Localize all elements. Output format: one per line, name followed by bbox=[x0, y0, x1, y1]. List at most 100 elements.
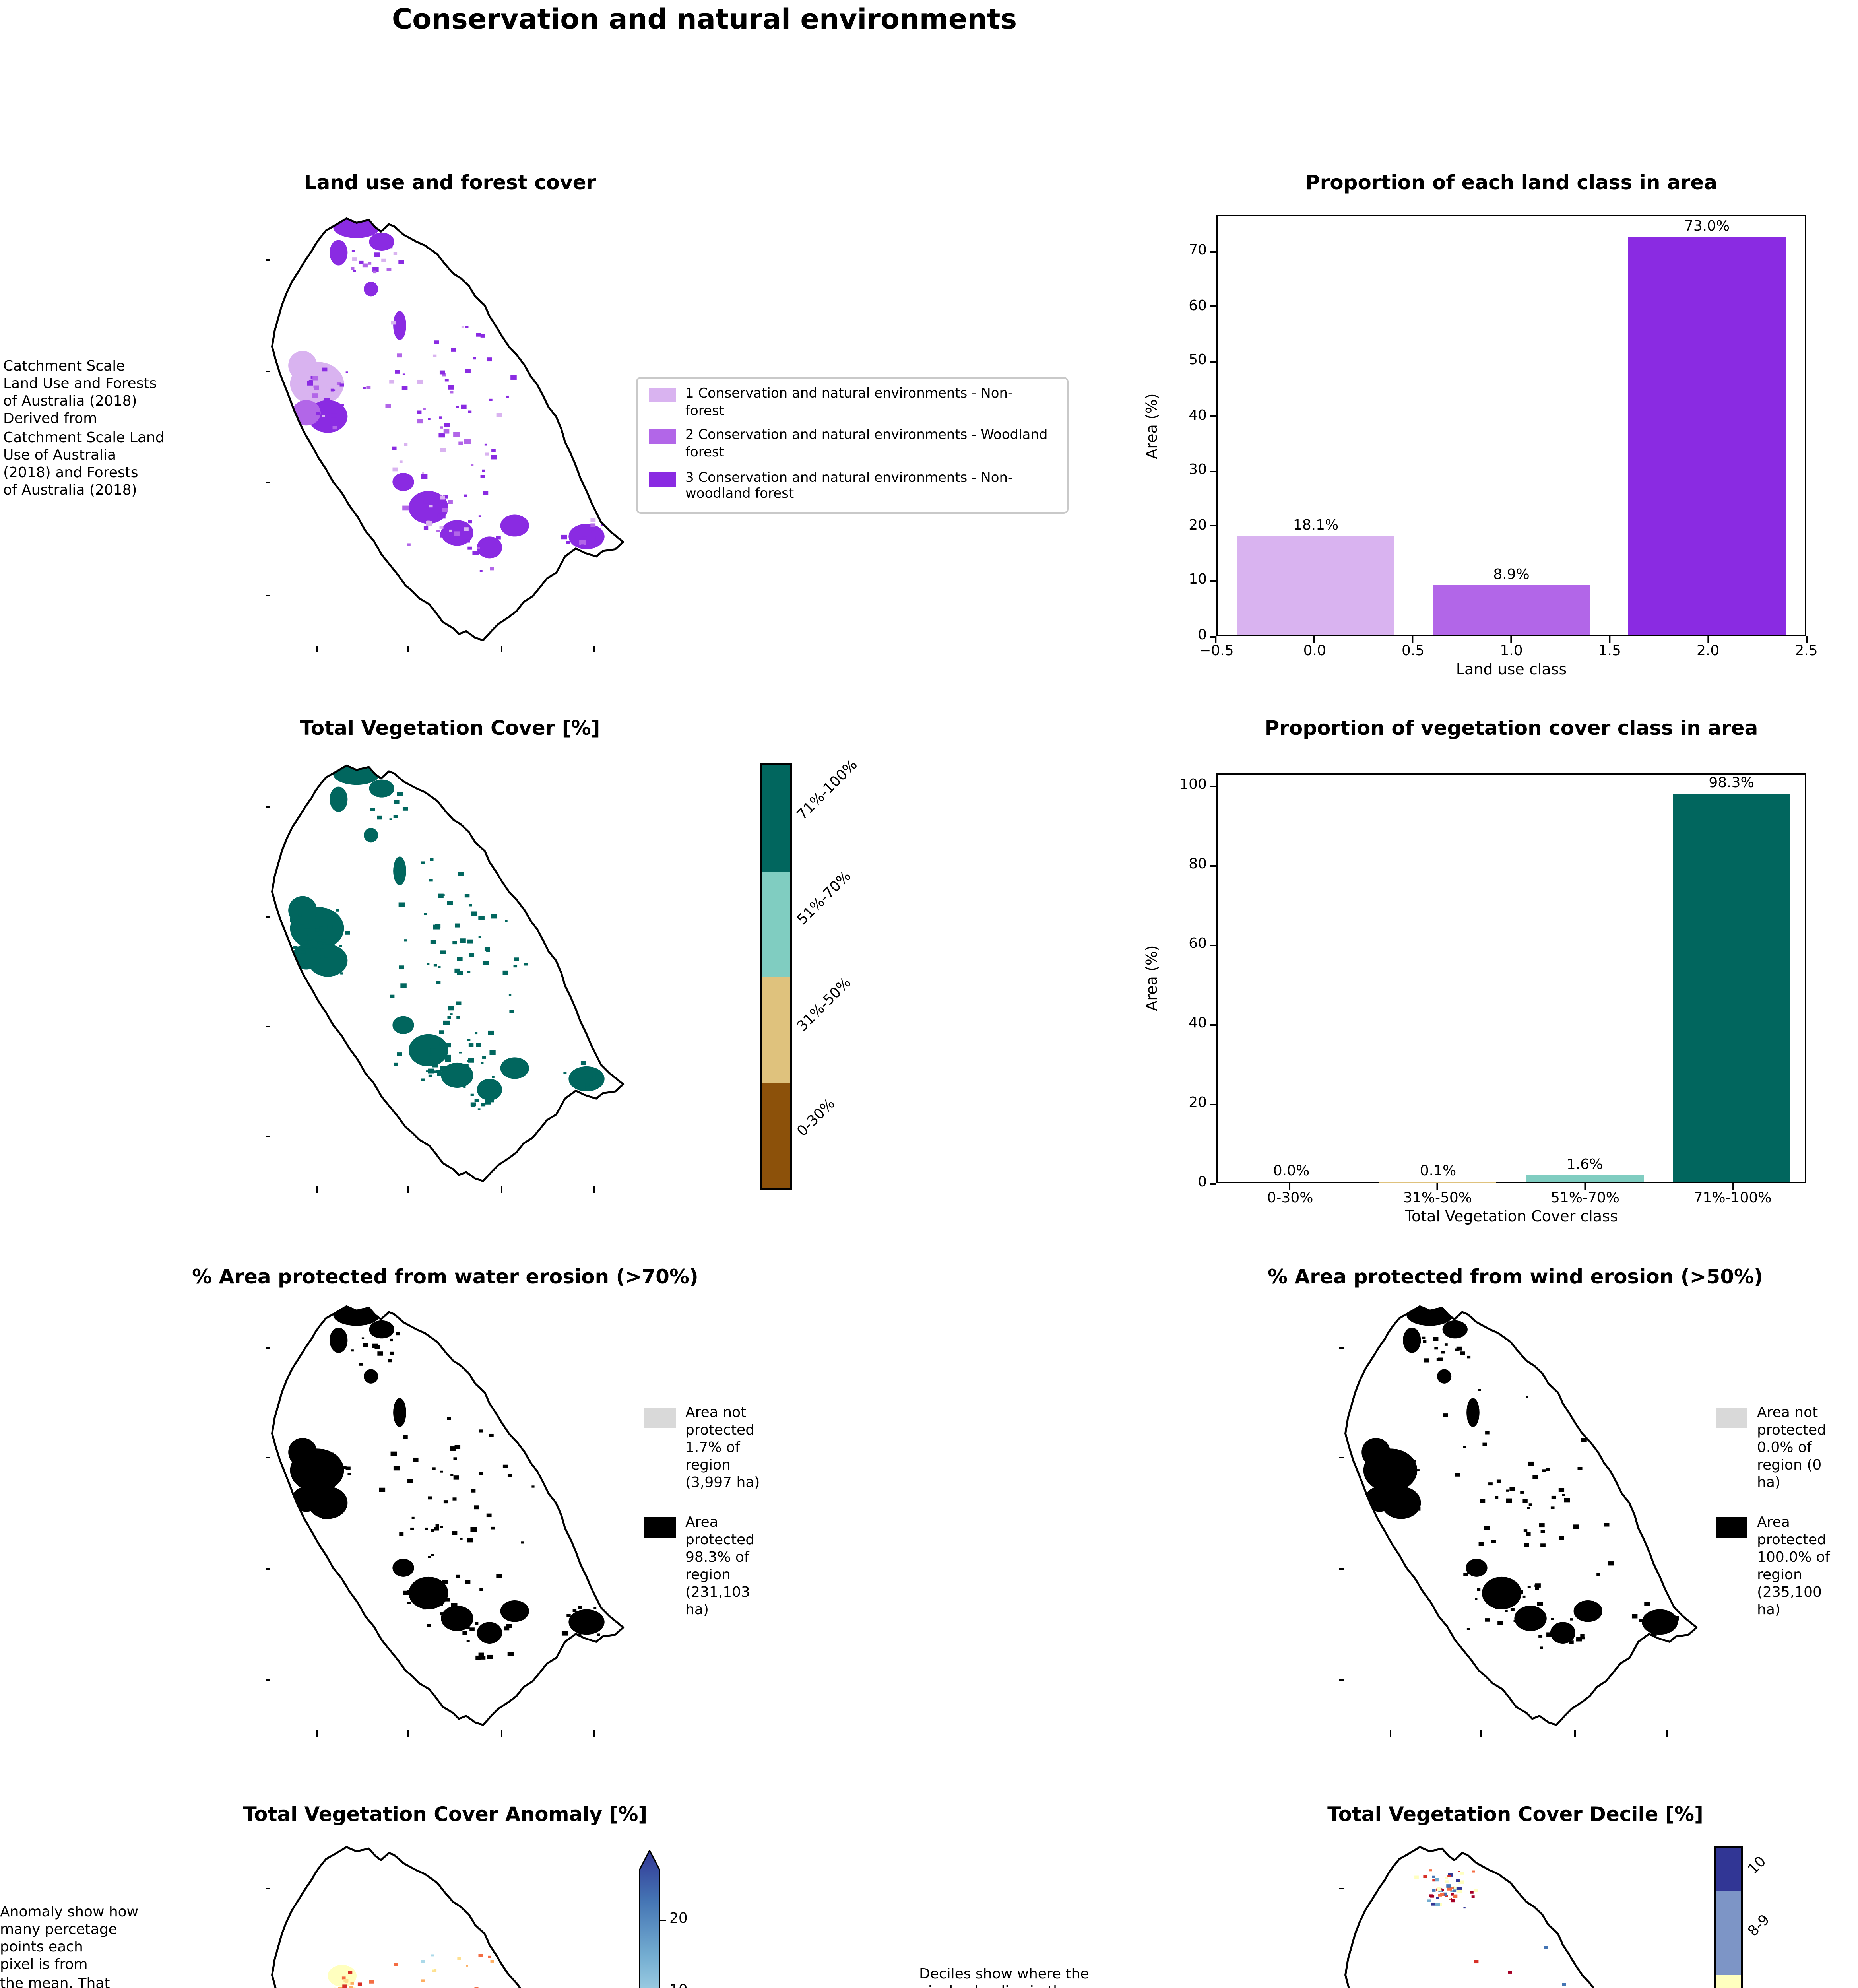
y-tick-label: 20 bbox=[1189, 518, 1207, 534]
legend-entry: 2 Conservation and natural environments … bbox=[649, 428, 1056, 462]
plot-area: 0.0% 0.1% 1.6% 98.3% bbox=[1216, 773, 1806, 1183]
x-tick-label: 51%-70% bbox=[1550, 1191, 1620, 1207]
y-tick: 10 bbox=[1189, 573, 1216, 589]
wind-erosion-title: % Area protected from wind erosion (>50%… bbox=[1267, 1264, 1763, 1288]
y-tick: 0 bbox=[1198, 1175, 1216, 1191]
water-erosion-map bbox=[265, 1304, 630, 1736]
colorbar-label: 31%-50% bbox=[795, 975, 855, 1035]
decile-map-canvas bbox=[1344, 1846, 1607, 1988]
veg-class-chart: 0.0% 0.1% 1.6% 98.3% 0 20 40 60 80 100 0-30% 31%-… bbox=[1144, 773, 1806, 1226]
graticule-tick bbox=[407, 1186, 409, 1192]
bar-value-label: 0.0% bbox=[1273, 1164, 1310, 1180]
y-tick-label: 70 bbox=[1189, 243, 1207, 260]
y-tick: 20 bbox=[1189, 1096, 1216, 1112]
graticule-tick bbox=[500, 1730, 502, 1736]
veg-colorbar: 71%-100% 51%-70% 31%-50% 0-30% bbox=[760, 757, 861, 1190]
y-tick-label: 0 bbox=[1198, 1175, 1207, 1191]
x-tick-label: −0.5 bbox=[1199, 644, 1234, 660]
catchment-outline bbox=[271, 217, 625, 641]
legend-entry: 3 Conservation and natural environments … bbox=[649, 470, 1056, 504]
graticule-tick bbox=[317, 1730, 319, 1736]
decile-map bbox=[1338, 1845, 1703, 1988]
x-tick-label: 0-30% bbox=[1267, 1191, 1313, 1207]
legend-label: 2 Conservation and natural environments … bbox=[685, 428, 1048, 461]
graticule-tick bbox=[1390, 1730, 1392, 1736]
bar-value-label: 0.1% bbox=[1420, 1164, 1457, 1180]
y-tick: 60 bbox=[1189, 937, 1216, 953]
bar-value-label: 98.3% bbox=[1709, 776, 1754, 792]
colorbar-label: 10 bbox=[1746, 1854, 1770, 1879]
legend-label: 3 Conservation and natural environments … bbox=[685, 470, 1013, 503]
legend-swatch bbox=[649, 430, 676, 444]
y-tick-label: 20 bbox=[1189, 1096, 1207, 1112]
colorbar-segment: 71%-100% bbox=[762, 757, 861, 871]
legend-swatch bbox=[644, 1408, 676, 1428]
catchment-outline bbox=[271, 1305, 625, 1726]
y-tick-label: 50 bbox=[1189, 353, 1207, 369]
graticule-tick bbox=[317, 1186, 319, 1192]
graticule-tick bbox=[265, 916, 270, 917]
x-tick: −0.5 bbox=[1199, 636, 1234, 660]
plot-area: 18.1% 8.9% 73.0% bbox=[1216, 215, 1806, 636]
x-tick: 0.0 bbox=[1303, 636, 1326, 660]
colorbar-tick-label: 20 bbox=[669, 1912, 688, 1928]
graticule-tick bbox=[265, 1025, 270, 1027]
y-tick: 40 bbox=[1189, 408, 1216, 424]
decile-colorbar: 108-94-72-31 bbox=[1714, 1846, 1774, 1988]
x-tick-label: 0.0 bbox=[1303, 644, 1326, 660]
legend-swatch bbox=[644, 1517, 676, 1538]
graticule-tick bbox=[500, 646, 502, 651]
anomaly-map-canvas bbox=[271, 1846, 539, 1988]
colorbar-label: 51%-70% bbox=[795, 870, 855, 930]
colorbar-label: 71%-100% bbox=[795, 757, 861, 824]
graticule-tick bbox=[593, 1730, 595, 1736]
anomaly-map-title: Total Vegetation Cover Anomaly [%] bbox=[243, 1802, 648, 1826]
x-tick: 0-30% bbox=[1267, 1183, 1313, 1207]
graticule-tick bbox=[1338, 1347, 1344, 1349]
colorbar-label: 8-9 bbox=[1746, 1912, 1774, 1940]
graticule-tick bbox=[265, 1347, 270, 1349]
colorbar-segment: 31%-50% bbox=[762, 975, 855, 1082]
land-use-map bbox=[265, 216, 630, 651]
x-tick-label: 1.5 bbox=[1598, 644, 1621, 660]
y-tick-label: 10 bbox=[1189, 573, 1207, 589]
catchment-outline bbox=[1344, 1846, 1595, 1988]
y-tick-label: 0 bbox=[1198, 628, 1207, 644]
graticule-tick bbox=[1338, 1457, 1344, 1459]
catchment-outline bbox=[271, 764, 625, 1182]
page-title: Conservation and natural environments bbox=[392, 5, 1017, 37]
water-erosion-legend: Area not protected 1.7% of region (3,997… bbox=[636, 1400, 792, 1627]
anomaly-map bbox=[265, 1845, 630, 1988]
legend-label: Area not protected 0.0% of region (0 ha) bbox=[1757, 1406, 1827, 1492]
catchment-outline bbox=[271, 1846, 522, 1988]
graticule-tick bbox=[265, 371, 270, 373]
bar-value-label: 18.1% bbox=[1293, 518, 1339, 534]
x-tick-label: 2.0 bbox=[1696, 644, 1720, 660]
x-axis-label: Total Vegetation Cover class bbox=[1405, 1209, 1618, 1226]
y-axis-label: Area (%) bbox=[1144, 945, 1162, 1011]
legend-label: Area protected 100.0% of region (235,100… bbox=[1757, 1515, 1830, 1619]
y-tick-label: 60 bbox=[1189, 937, 1207, 953]
wind-erosion-map-canvas bbox=[1344, 1305, 1698, 1726]
graticule-tick bbox=[265, 1136, 270, 1138]
legend-label: Area not protected 1.7% of region (3,997… bbox=[685, 1406, 760, 1492]
veg-map-title: Total Vegetation Cover [%] bbox=[300, 716, 600, 740]
y-tick: 100 bbox=[1179, 778, 1216, 794]
legend-entry: Area protected 100.0% of region (235,100… bbox=[1716, 1515, 1856, 1620]
bar bbox=[1526, 1175, 1644, 1182]
graticule-tick bbox=[1480, 1730, 1482, 1736]
colorbar-segment: 0-30% bbox=[762, 1082, 839, 1188]
bar bbox=[1629, 236, 1785, 635]
bar-value-label: 8.9% bbox=[1493, 568, 1530, 584]
y-tick-label: 30 bbox=[1189, 463, 1207, 480]
graticule-tick bbox=[265, 806, 270, 808]
bar bbox=[1433, 586, 1590, 635]
graticule-tick bbox=[265, 1888, 270, 1889]
colorbar-segment: 10 bbox=[1716, 1848, 1770, 1891]
decile-map-title: Total Vegetation Cover Decile [%] bbox=[1327, 1802, 1703, 1826]
x-tick: 1.0 bbox=[1500, 636, 1523, 660]
x-axis-label: Land use class bbox=[1456, 662, 1567, 679]
y-tick: 40 bbox=[1189, 1016, 1216, 1032]
x-tick-label: 71%-100% bbox=[1693, 1191, 1772, 1207]
